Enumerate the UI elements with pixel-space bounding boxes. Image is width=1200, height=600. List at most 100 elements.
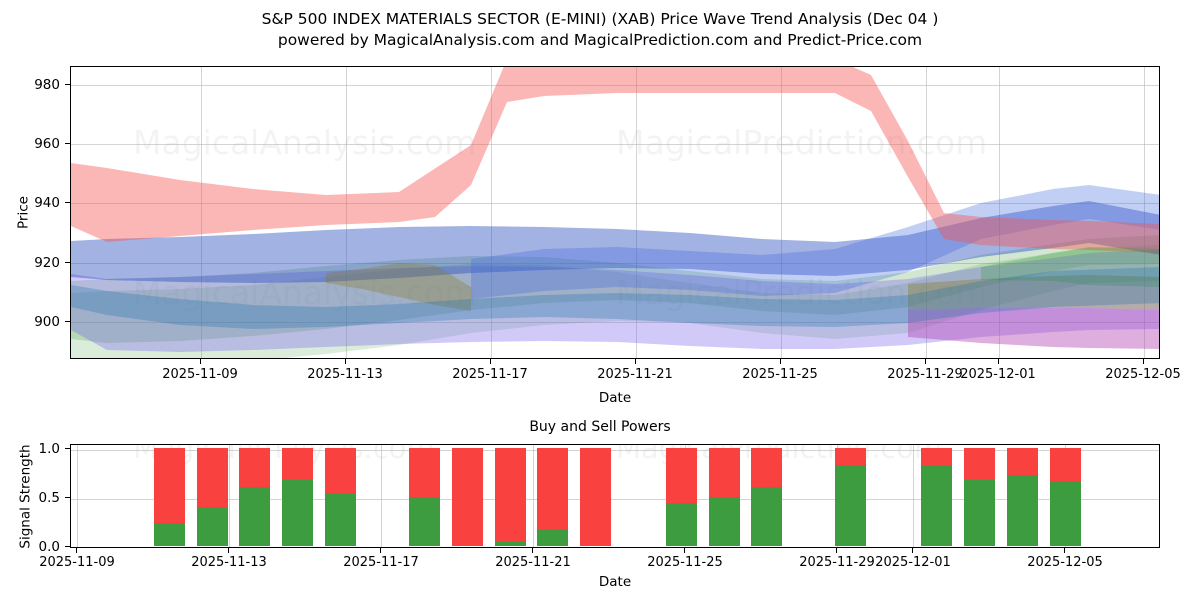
price-yaxis-label: Price — [15, 196, 32, 229]
bar-segment-buy[interactable] — [1006, 475, 1038, 546]
gridline-x-2025-11-25 — [781, 67, 782, 358]
price-wave-bands — [71, 67, 1159, 358]
bar-segment-buy[interactable] — [408, 497, 440, 546]
bar-segment-sell[interactable] — [1049, 448, 1081, 481]
bar-segment-sell[interactable] — [451, 448, 483, 546]
bar-stack[interactable] — [537, 448, 569, 546]
bar-stack[interactable] — [921, 448, 953, 546]
page-subtitle: powered by MagicalAnalysis.com and Magic… — [277, 31, 923, 49]
bar-segment-buy[interactable] — [239, 487, 271, 546]
bar-stack[interactable] — [665, 448, 697, 546]
xticklabel-power-1: 2025-11-13 — [191, 555, 267, 570]
gridline-y-980 — [71, 85, 1159, 86]
watermark-right-top: MagicalPrediction.com — [616, 126, 987, 160]
xticklabel-power-5: 2025-11-29 — [799, 555, 875, 570]
bar-segment-sell[interactable] — [921, 448, 953, 465]
bar-stack[interactable] — [282, 448, 314, 546]
xtick-power-7 — [1064, 548, 1066, 553]
bar-segment-buy[interactable] — [153, 523, 185, 546]
bar-segment-sell[interactable] — [1006, 448, 1038, 475]
bar-segment-buy[interactable] — [963, 480, 995, 546]
bar-segment-sell[interactable] — [196, 448, 228, 507]
gridline-power-0-5 — [71, 499, 1159, 500]
yticklabel-960: 960 — [34, 136, 60, 152]
bar-segment-buy[interactable] — [537, 529, 569, 546]
bar-stack[interactable] — [196, 448, 228, 546]
xticklabel-price-6: 2025-12-01 — [960, 367, 1036, 382]
gridline-y-900 — [71, 322, 1159, 323]
bar-stack[interactable] — [1049, 448, 1081, 546]
band-green-inner — [71, 235, 1159, 343]
gridline-x-2025-12-05 — [1144, 67, 1145, 358]
yticklabel-power-1-0: 1.0 — [38, 441, 60, 457]
bar-segment-buy[interactable] — [921, 465, 953, 546]
bar-stack[interactable] — [408, 448, 440, 546]
yticklabel-power-0-5: 0.5 — [38, 490, 60, 506]
bar-segment-buy[interactable] — [751, 487, 783, 546]
bar-segment-buy[interactable] — [835, 465, 867, 546]
bar-segment-sell[interactable] — [835, 448, 867, 465]
yticklabel-900: 900 — [34, 314, 60, 330]
xticklabel-power-6: 2025-12-01 — [875, 555, 951, 570]
watermark-left-bottom: MagicalAnalysis.com — [133, 276, 476, 310]
bar-segment-sell[interactable] — [324, 448, 356, 494]
page-title: S&P 500 INDEX MATERIALS SECTOR (E-MINI) … — [261, 10, 939, 28]
bar-stack[interactable] — [963, 448, 995, 546]
xtick-power-0 — [76, 548, 78, 553]
bar-segment-buy[interactable] — [282, 480, 314, 546]
bar-segment-sell[interactable] — [282, 448, 314, 480]
xticklabel-power-7: 2025-12-05 — [1027, 555, 1103, 570]
bar-segment-sell[interactable] — [580, 448, 612, 546]
watermark-right-bottom: MagicalPrediction.com — [616, 276, 987, 310]
bar-stack[interactable] — [1006, 448, 1038, 546]
power-xaxis-label: Date — [598, 574, 632, 590]
bar-stack[interactable] — [451, 448, 483, 546]
bar-segment-sell[interactable] — [963, 448, 995, 480]
yticklabel-980: 980 — [34, 77, 60, 93]
bar-segment-sell[interactable] — [153, 448, 185, 523]
bar-segment-buy[interactable] — [708, 497, 740, 546]
bar-segment-buy[interactable] — [665, 503, 697, 546]
watermark-left-top: MagicalAnalysis.com — [133, 126, 476, 160]
power-yaxis-label: Signal Strength — [17, 444, 34, 549]
band-red-resistance — [71, 67, 1159, 253]
bar-stack[interactable] — [580, 448, 612, 546]
bar-segment-sell[interactable] — [494, 448, 526, 541]
gridline-x-2025-12-01 — [999, 67, 1000, 358]
buy-sell-plot-area: MagicalAnalysis.com MagicalPrediction.co… — [70, 444, 1160, 548]
bar-stack[interactable] — [835, 448, 867, 546]
bar-segment-buy[interactable] — [196, 507, 228, 546]
xtick-price-3 — [635, 359, 637, 364]
xticklabel-power-4: 2025-11-25 — [647, 555, 723, 570]
bar-segment-buy[interactable] — [324, 494, 356, 546]
buy-sell-chart-title: Buy and Sell Powers — [529, 419, 671, 435]
band-magenta-overlay — [908, 308, 1159, 349]
bar-segment-sell[interactable] — [665, 448, 697, 503]
bar-segment-sell[interactable] — [239, 448, 271, 487]
bar-segment-buy[interactable] — [494, 541, 526, 546]
gridline-y-960 — [71, 144, 1159, 145]
bar-segment-buy[interactable] — [1049, 481, 1081, 546]
yticklabel-940: 940 — [34, 195, 60, 211]
band-olive-overlay-left — [326, 263, 471, 311]
ytick-940 — [65, 202, 70, 204]
xticklabel-price-4: 2025-11-25 — [742, 367, 818, 382]
bar-stack[interactable] — [239, 448, 271, 546]
ytick-power-1-0 — [65, 448, 70, 450]
bar-segment-sell[interactable] — [408, 448, 440, 497]
xtick-power-4 — [684, 548, 686, 553]
band-blue-trend — [71, 201, 1159, 283]
bar-segment-sell[interactable] — [751, 448, 783, 487]
bar-segment-sell[interactable] — [537, 448, 569, 529]
price-xaxis-label: Date — [598, 390, 632, 406]
bar-stack[interactable] — [153, 448, 185, 546]
ytick-960 — [65, 143, 70, 145]
bar-stack[interactable] — [494, 448, 526, 546]
bar-stack[interactable] — [708, 448, 740, 546]
bar-stack[interactable] — [324, 448, 356, 546]
gridline-power-x-0 — [77, 445, 78, 547]
bar-stack[interactable] — [751, 448, 783, 546]
ytick-980 — [65, 84, 70, 86]
bar-segment-sell[interactable] — [708, 448, 740, 497]
